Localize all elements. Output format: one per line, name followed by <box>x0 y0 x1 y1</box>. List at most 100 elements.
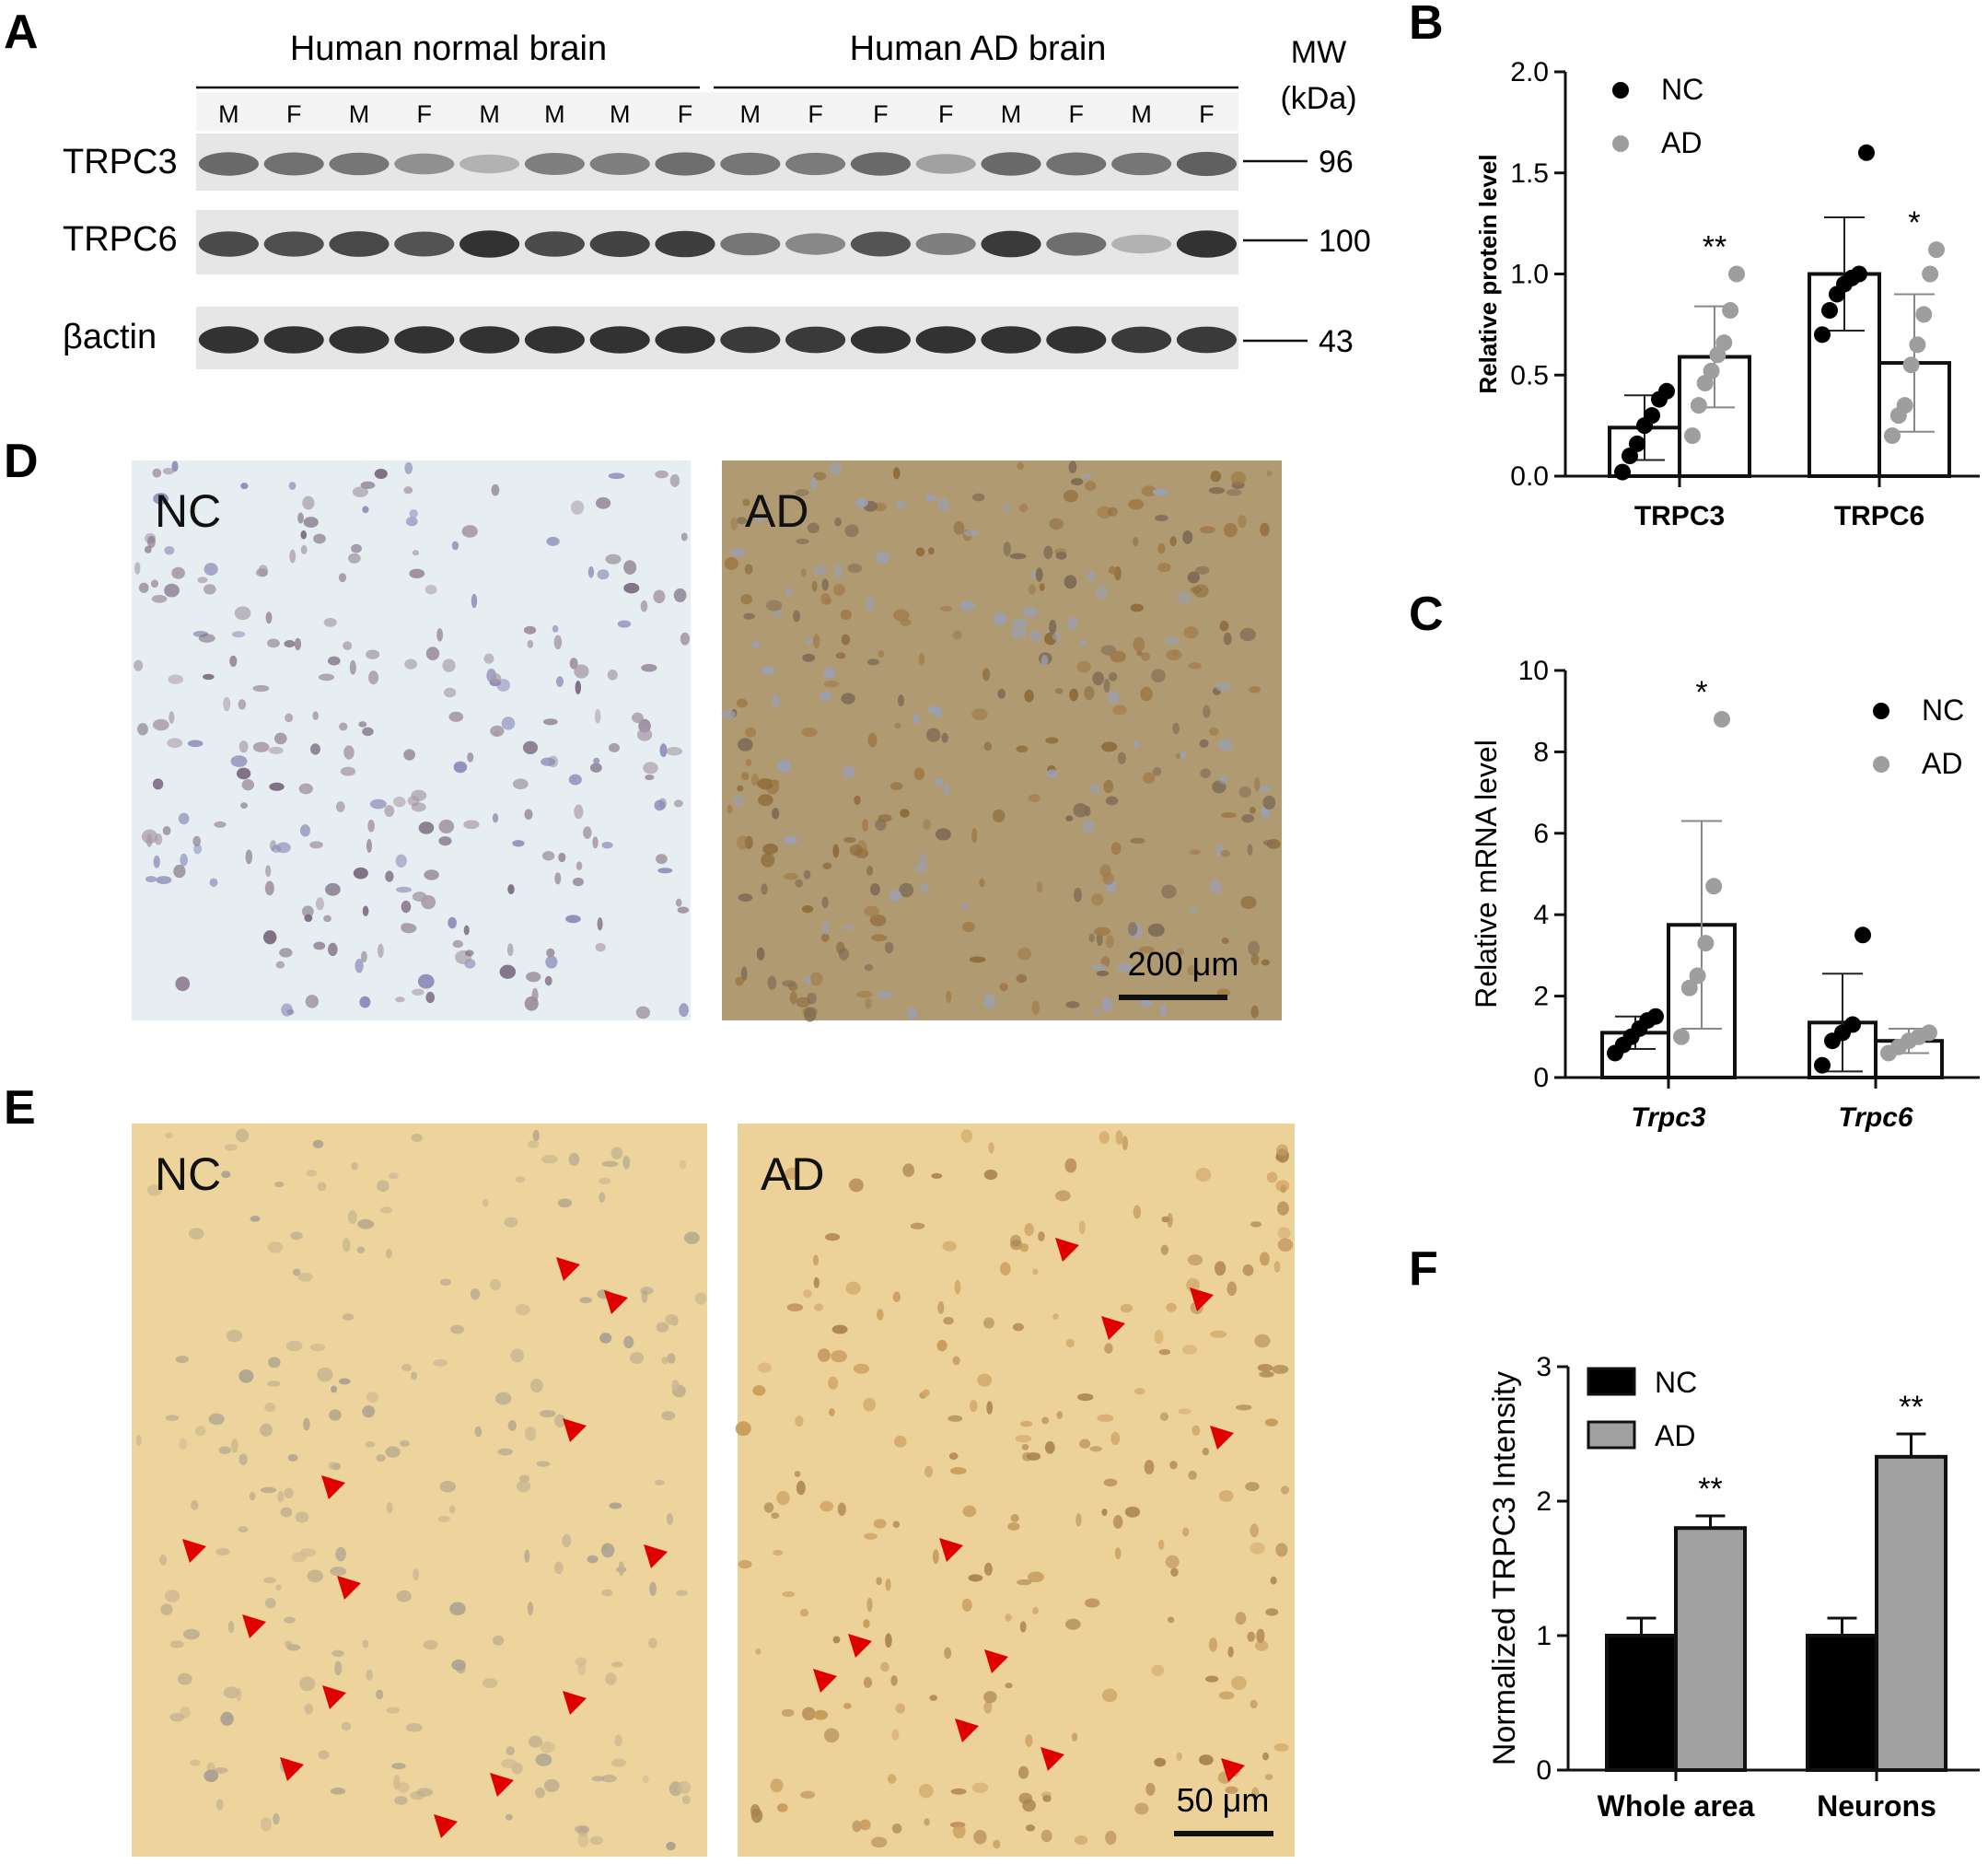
tissue-cell <box>807 992 817 1005</box>
tissue-cell <box>806 638 814 646</box>
tissue-cell <box>925 494 936 502</box>
tissue-cell <box>137 723 148 736</box>
tissue-cell <box>847 563 863 574</box>
tissue-cell <box>1015 1434 1032 1443</box>
tissue-cell <box>802 1707 816 1721</box>
tissue-cell <box>1092 963 1108 971</box>
tissue-cell <box>763 1502 774 1513</box>
tissue-cell <box>1151 669 1166 683</box>
tissue-cell <box>595 942 606 952</box>
tissue-cell <box>264 1403 276 1413</box>
x-category-label: Trpc6 <box>1838 1102 1912 1133</box>
tissue-cell <box>988 1142 994 1154</box>
tissue-cell <box>1141 485 1157 497</box>
tissue-cell <box>1074 1835 1088 1846</box>
tissue-cell <box>793 610 800 623</box>
group-label-ad: Human AD brain <box>850 29 1107 68</box>
legend-marker-nc <box>1873 703 1889 719</box>
tissue-cell <box>1161 884 1177 899</box>
tissue-cell <box>1117 751 1126 764</box>
tissue-cell <box>299 824 310 837</box>
tissue-cell <box>1016 973 1028 984</box>
tissue-cell <box>876 551 889 565</box>
tissue-cell <box>193 844 203 855</box>
tissue-cell <box>971 1782 989 1793</box>
tissue-image-ad: AD <box>721 460 1282 1022</box>
tissue-cell <box>733 794 744 808</box>
tissue-cell <box>866 596 875 611</box>
tissue-cell <box>925 728 941 742</box>
tissue-cell <box>298 783 313 795</box>
tissue-cell <box>515 1303 530 1316</box>
tissue-cell <box>820 691 832 702</box>
tissue-cell <box>589 1835 603 1846</box>
tissue-cell <box>675 898 682 907</box>
tissue-cell <box>801 728 818 738</box>
tissue-cell <box>505 1813 513 1821</box>
tissue-cell <box>600 1543 615 1558</box>
tissue-cell <box>814 1303 823 1311</box>
blot-band <box>1111 234 1172 254</box>
tissue-cell <box>813 1709 829 1720</box>
tissue-cell <box>169 1712 185 1722</box>
tissue-cell <box>1028 794 1041 803</box>
tissue-cell <box>1192 1425 1201 1436</box>
tissue-cell <box>175 976 191 992</box>
blot-band <box>1111 326 1172 354</box>
tissue-cell <box>673 588 687 602</box>
tissue-cell <box>1160 1244 1169 1255</box>
tissue-cell <box>183 1628 200 1640</box>
tissue-cell <box>601 1774 617 1783</box>
tissue-cell <box>443 687 457 698</box>
tissue-cell <box>190 1759 201 1766</box>
tissue-cell <box>1024 1223 1034 1237</box>
tissue-cell <box>828 1376 839 1390</box>
tissue-cell <box>1167 1616 1175 1624</box>
tissue-cell <box>889 782 903 791</box>
tissue-cell <box>744 564 753 575</box>
tissue-cell <box>1257 785 1271 793</box>
tissue-cell <box>754 514 764 524</box>
tissue-cell <box>1250 1542 1265 1555</box>
tissue-cell <box>737 517 748 525</box>
tissue-cell <box>491 483 500 496</box>
tissue-cell <box>727 804 733 814</box>
tissue-cell <box>591 1776 605 1782</box>
legend-marker-ad <box>1587 1420 1636 1450</box>
tissue-cell <box>834 517 843 527</box>
x-category-label: TRPC3 <box>1634 501 1725 531</box>
tissue-cell <box>522 740 539 754</box>
tissue-cell <box>952 630 962 640</box>
tissue-cell <box>1264 1774 1273 1780</box>
blot-band <box>720 152 781 176</box>
group-label-normal: Human normal brain <box>290 29 607 68</box>
tissue-cell <box>1235 1612 1247 1625</box>
tissue-cell <box>464 949 474 957</box>
tissue-cell <box>1249 686 1261 693</box>
tissue-cell <box>1208 1637 1218 1652</box>
tissue-cell <box>962 1505 977 1518</box>
tissue-cell <box>1081 472 1093 480</box>
tissue-cell <box>1112 705 1127 716</box>
tissue-cell <box>594 708 601 724</box>
tissue-cell <box>1078 1220 1086 1235</box>
tissue-cell <box>1102 872 1114 885</box>
tissue-cell <box>275 1584 282 1590</box>
tissue-cell <box>796 1480 806 1496</box>
tissue-cell <box>412 550 420 556</box>
tissue-cell <box>910 1222 925 1229</box>
data-point-ad <box>1909 336 1926 354</box>
tissue-cell <box>238 1453 248 1465</box>
red-arrowhead-icon <box>984 1649 1008 1673</box>
significance-marker: * <box>1695 675 1707 710</box>
tissue-cell <box>388 1172 399 1180</box>
tissue-cell <box>231 631 246 638</box>
y-tick-label: 0.0 <box>1510 461 1549 492</box>
legend-label: AD <box>1922 747 1962 780</box>
tissue-cell <box>823 1728 840 1743</box>
data-point-nc <box>1854 926 1871 944</box>
tissue-cell <box>841 693 855 705</box>
tissue-cell <box>855 497 868 507</box>
tissue-cell <box>932 1549 939 1565</box>
tissue-cell <box>979 878 985 888</box>
